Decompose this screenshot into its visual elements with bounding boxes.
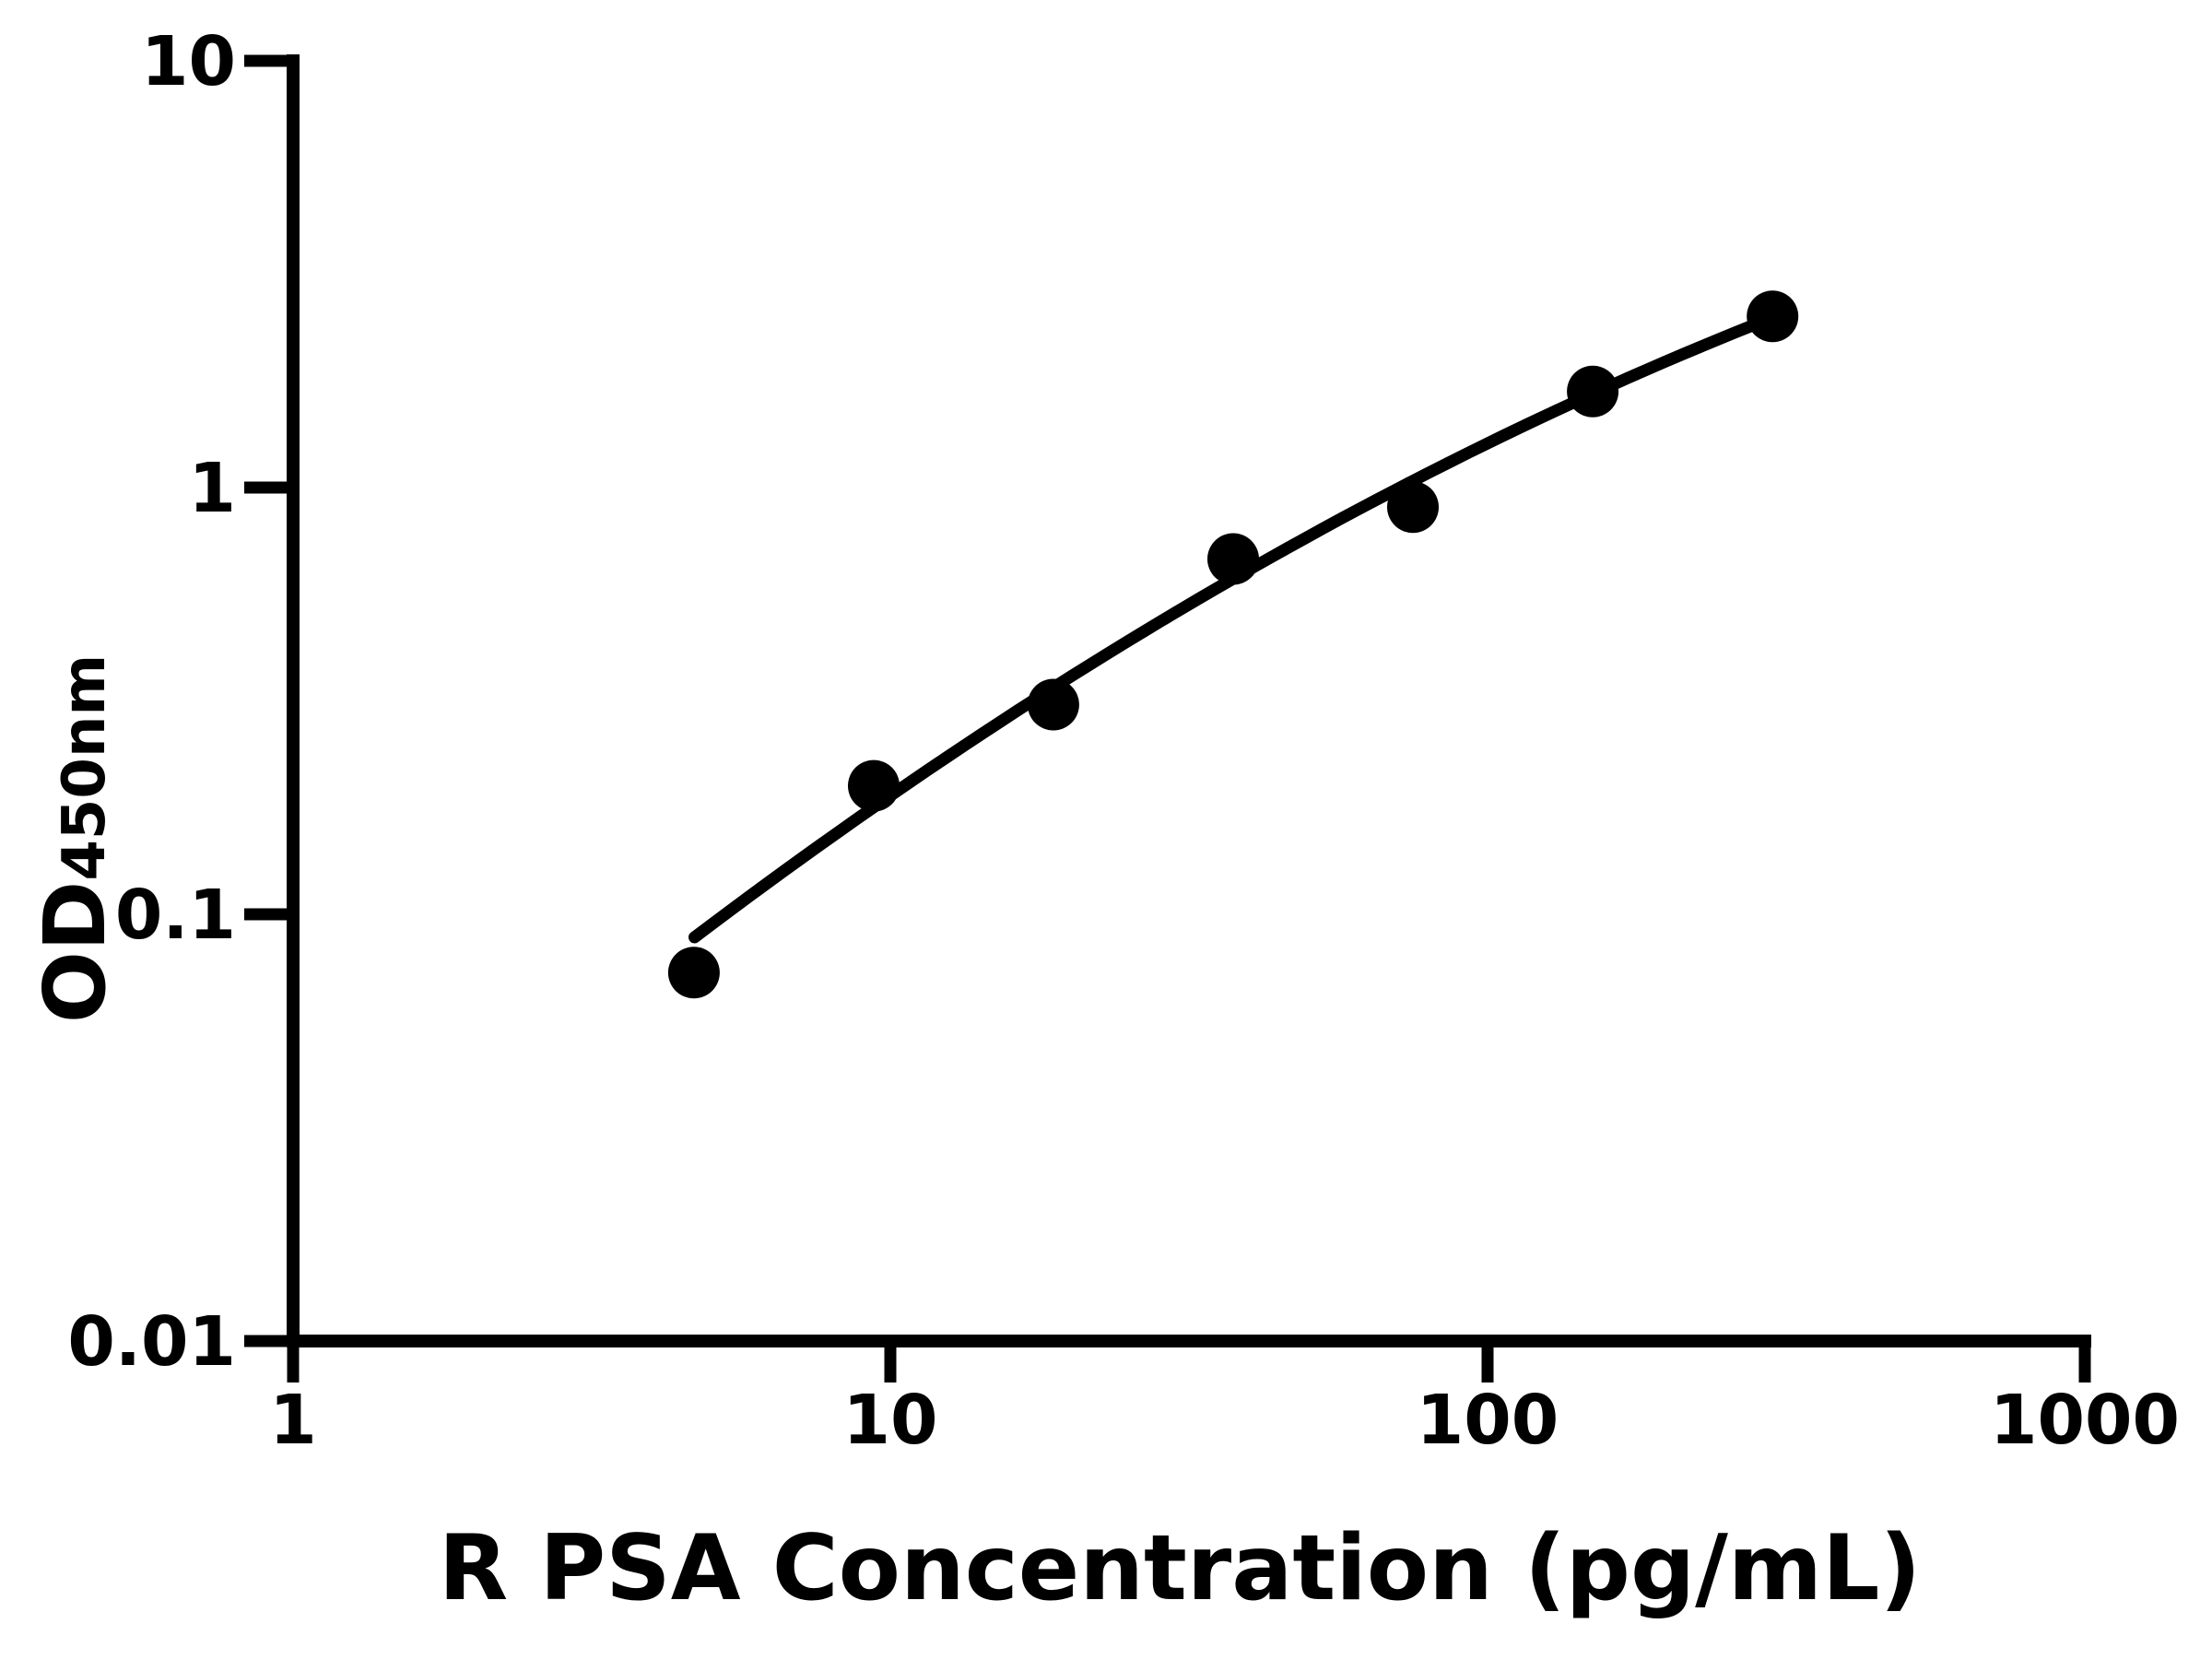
x-tick-label: 1 [269, 1381, 317, 1460]
x-axis-title: R PSA Concentration (pg/mL) [439, 1516, 1921, 1621]
axis-ticks [244, 54, 2091, 1382]
data-point [1027, 678, 1079, 731]
data-point [667, 947, 720, 999]
axes [287, 54, 2091, 1347]
data-points [667, 290, 1799, 999]
x-tick-label: 10 [843, 1381, 938, 1460]
y-tick-label: 0.01 [67, 1302, 236, 1382]
y-tick-label: 10 [141, 22, 236, 101]
y-axis-title-sub: 450nm [51, 654, 119, 881]
data-point [848, 759, 900, 812]
data-point [1567, 365, 1619, 418]
x-tick-label: 1000 [1990, 1381, 2180, 1460]
y-axis-title: OD450nm [26, 654, 124, 1023]
data-point [1747, 290, 1799, 343]
fit-curve-line [688, 312, 1779, 944]
data-point [1387, 481, 1439, 534]
y-axis-title-main: OD [26, 881, 124, 1024]
data-point [1207, 533, 1259, 585]
y-tick-label: 0.1 [115, 876, 236, 955]
x-tick-label: 100 [1417, 1381, 1559, 1460]
y-tick-label: 1 [189, 449, 237, 528]
axis-tick-labels: 0.01 0.1 1 10 1 10 100 1000 [67, 22, 2180, 1460]
